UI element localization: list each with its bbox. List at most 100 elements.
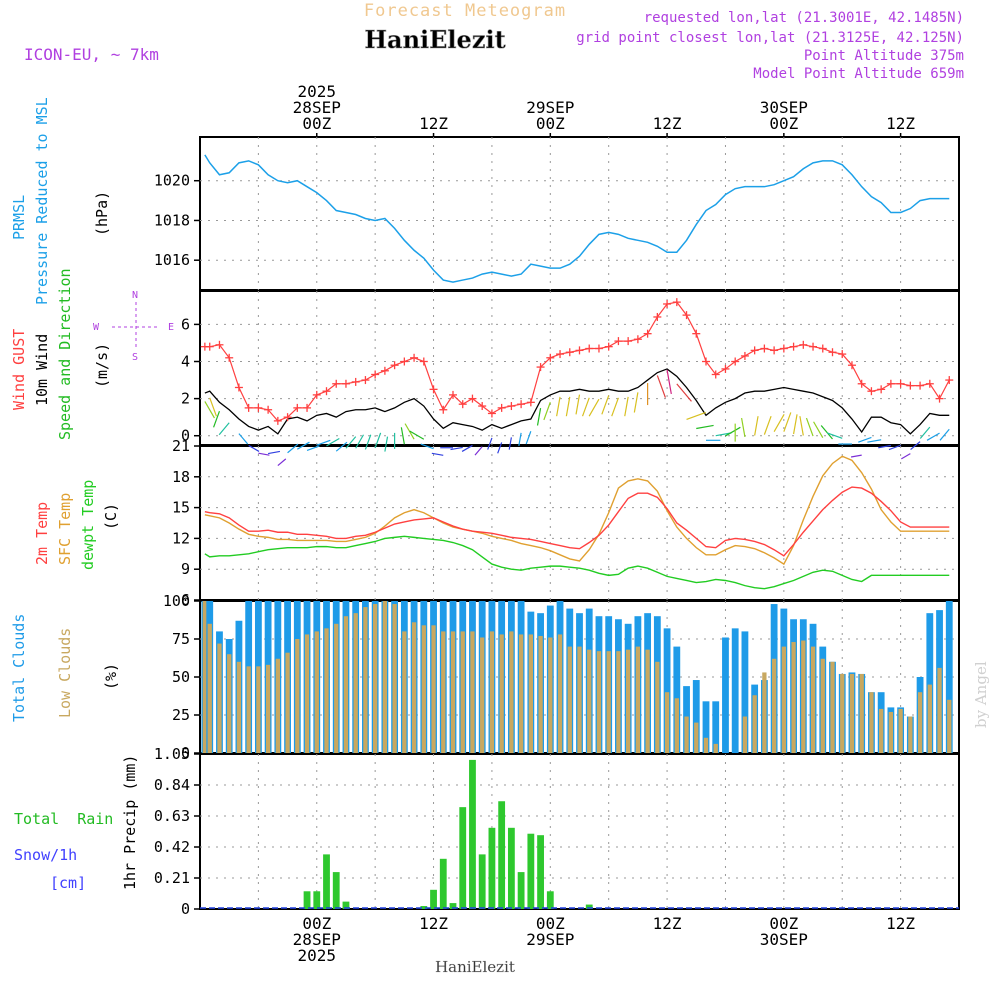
arrow-shaft: [611, 397, 619, 417]
wind-direction-arrow: [939, 428, 950, 441]
compass-s: S: [132, 352, 138, 363]
y-tick-label: 9: [181, 560, 190, 578]
cloud-low-bar: [217, 643, 222, 753]
wind-direction-arrow: [355, 434, 365, 449]
arrow-shaft: [345, 436, 357, 449]
wind-direction-arrow: [725, 426, 741, 437]
arrow-shaft: [258, 452, 270, 456]
wind-gust-marker: [380, 366, 389, 375]
y-tick-label: 75: [172, 630, 190, 648]
cloud-low-bar: [947, 699, 952, 753]
y-tick-label: 0: [181, 427, 190, 445]
arrow-shaft: [901, 453, 911, 460]
arrow-shaft: [450, 446, 463, 451]
bottom-time-label: 29SEP: [526, 930, 574, 949]
rain-bar: [459, 807, 467, 909]
bottom-time-label: 12Z: [653, 914, 682, 933]
arrow-shaft: [409, 430, 425, 440]
bottom-time-label: 30SEP: [760, 930, 808, 949]
wind-gust-marker: [468, 394, 477, 403]
wind-direction-arrow: [754, 416, 759, 436]
wind-gust-marker: [624, 337, 633, 346]
arrow-shaft: [355, 434, 365, 449]
cloud-low-bar: [499, 634, 504, 753]
wind-gust-marker: [711, 370, 720, 379]
wind-gust-marker: [497, 403, 506, 412]
wind-gust-marker: [351, 377, 360, 386]
cloud-total-bar: [926, 613, 934, 753]
arrow-shaft: [213, 410, 221, 428]
wind-direction-arrow: [850, 454, 862, 458]
y-tick-label: 6: [181, 591, 190, 609]
arrow-shaft: [543, 402, 551, 421]
y-tick-label: 0.21: [154, 869, 190, 887]
wind-gust-marker: [643, 329, 652, 338]
y-tick-label: 50: [172, 668, 190, 686]
wind-direction-arrow: [565, 396, 571, 417]
wind-direction-arrow: [287, 443, 299, 454]
arrow-shaft: [474, 446, 483, 456]
temp-dewpt-line: [204, 535, 950, 590]
info-line-1: requested lon,lat (21.3001E, 42.1485N): [644, 10, 964, 26]
wind-gust-marker: [789, 342, 798, 351]
rain-bar: [342, 901, 350, 909]
wind-gust-marker: [886, 379, 895, 388]
wind-direction-arrow: [799, 416, 804, 436]
rain-bar: [449, 903, 457, 909]
temp-dewpt-label: dewpt Temp: [79, 480, 97, 570]
y-tick-label: 0.42: [154, 838, 190, 856]
cloud-low-bar: [285, 652, 290, 753]
cloud-low-bar: [382, 601, 388, 753]
info-line-2: grid point closest lon,lat (21.3125E, 42…: [576, 30, 964, 46]
arrow-shaft: [826, 432, 843, 439]
arrow-shaft: [773, 414, 785, 432]
arrow-shaft: [601, 395, 610, 415]
wind-direction-arrow: [431, 452, 444, 456]
temp-sfc-label: SFC Temp: [56, 493, 74, 565]
arrow-shaft: [335, 441, 348, 452]
rain-bar: [546, 891, 554, 909]
top-time-label: 00Z: [536, 114, 565, 133]
cloud-low-bar: [830, 661, 835, 753]
arrow-shaft: [867, 439, 882, 443]
wind-direction-arrow: [374, 432, 382, 449]
wind-gust-marker: [215, 340, 224, 349]
arrow-shaft: [783, 412, 792, 432]
wind-gust-marker: [458, 400, 467, 409]
location-title: HaniElezit: [364, 25, 505, 54]
cloud-low-bar: [207, 623, 212, 753]
y-tick-label: 15: [172, 499, 190, 517]
wind-gust-marker: [478, 402, 487, 411]
wind-gust-marker: [234, 383, 243, 392]
wind-direction-arrow: [400, 427, 405, 445]
bottom-time-label: 12Z: [419, 914, 448, 933]
wind-direction-arrow: [588, 398, 600, 417]
clouds-low-label: Low Clouds: [56, 628, 74, 718]
arrow-shaft: [306, 445, 320, 451]
rain-bar: [332, 872, 340, 909]
arrow-shaft: [287, 443, 299, 454]
wind-gust-marker: [283, 413, 292, 422]
wind-direction-arrow: [581, 397, 590, 417]
info-line-4: Model Point Altitude 659m: [753, 66, 964, 82]
wind-gust-marker: [254, 403, 263, 412]
wind-gust-marker: [303, 403, 312, 412]
y-tick-label: 25: [172, 706, 190, 724]
wind-gust-marker: [507, 402, 516, 411]
cloud-low-bar: [606, 651, 611, 753]
arrow-shaft: [633, 392, 639, 413]
arrow-shaft: [326, 437, 340, 447]
wind-gust-marker: [663, 299, 672, 308]
cloud-low-bar: [694, 722, 699, 753]
arrow-shaft: [910, 441, 921, 451]
wind-gust-marker: [536, 363, 545, 372]
wind-gust-marker: [293, 403, 302, 412]
wind-direction-arrow: [213, 410, 221, 428]
wind-direction-arrow: [656, 375, 666, 398]
cloud-low-bar: [771, 658, 777, 753]
wind-direction-arrow: [497, 442, 503, 454]
wind-gust-marker: [575, 346, 584, 355]
wind-gust-marker: [906, 381, 915, 390]
cloud-total-bar: [702, 701, 710, 753]
wind-direction-arrow: [624, 396, 629, 417]
